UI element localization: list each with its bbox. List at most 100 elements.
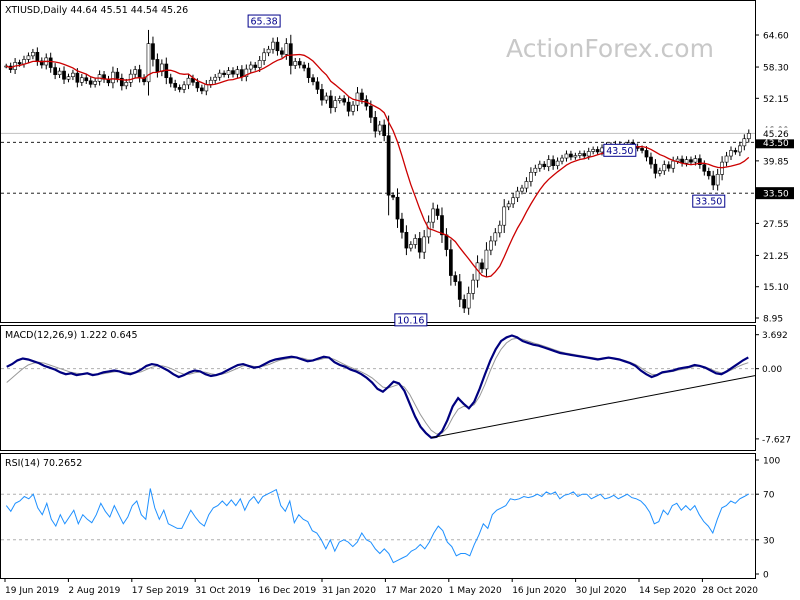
candle-body (591, 149, 596, 152)
candle-body (346, 101, 351, 112)
candle-body (662, 164, 667, 172)
candle-body (271, 41, 275, 50)
candle-body (146, 43, 151, 83)
price-annotation-label: 33.50 (695, 197, 722, 208)
candle-body (551, 159, 555, 166)
candle-body (226, 70, 231, 75)
price-annotation-label: 10.16 (397, 315, 424, 326)
candle-body (324, 95, 329, 101)
price-annotation-box (247, 14, 281, 28)
price-levels (1, 132, 755, 194)
price-level-label: 33.50 (763, 190, 789, 200)
candle-body (71, 72, 75, 78)
candle-body (746, 133, 751, 140)
candle-body (284, 43, 289, 55)
candle-body (75, 72, 80, 83)
candle-body (128, 73, 133, 83)
candle-body (742, 138, 747, 147)
candle-body (119, 77, 124, 87)
candle-body (302, 64, 306, 69)
rsi-panel-frame (0, 453, 756, 579)
candle-body (208, 79, 213, 85)
candle-body (395, 196, 400, 220)
candle-body (422, 236, 427, 253)
candle-body (480, 262, 484, 270)
price-axis: 8.9515.1021.2527.5533.7039.8546.0052.155… (755, 32, 794, 325)
candle-body (400, 218, 404, 233)
macd-trendline (431, 375, 755, 439)
candle-body (195, 81, 200, 89)
price-candles (4, 29, 751, 315)
price-tick-label: 39.85 (763, 157, 789, 167)
candle-body (640, 148, 644, 151)
candle-body (444, 234, 449, 250)
candle-body (711, 175, 716, 186)
candle-body (155, 59, 160, 72)
candle-body (200, 87, 204, 92)
candle-body (689, 159, 693, 163)
price-tick-label: 52.15 (763, 95, 789, 105)
candle-body (240, 69, 244, 78)
candle-body (684, 159, 689, 164)
candle-body (573, 155, 578, 158)
candle-body (542, 163, 547, 168)
price-tick-label: 58.30 (763, 64, 789, 74)
candle-body (177, 87, 182, 90)
candle-body (493, 232, 498, 242)
rsi-line (5, 488, 750, 564)
candle-body (529, 172, 533, 182)
candle-body (311, 77, 315, 83)
candle-body (342, 98, 347, 103)
candle-body (698, 158, 702, 165)
x-tick-label: 31 Jan 2020 (322, 586, 376, 596)
x-tick-label: 28 Oct 2020 (702, 586, 758, 596)
candle-body (253, 64, 258, 68)
candle-body (653, 163, 658, 174)
candle-body (39, 60, 44, 66)
x-tick-label: 19 Jun 2019 (5, 586, 59, 596)
candle-body (115, 71, 120, 79)
candle-body (391, 194, 395, 198)
candle-body (124, 81, 129, 87)
macd-tick-label: 3.692 (762, 331, 788, 341)
candle-body (31, 51, 35, 57)
candle-body (724, 155, 729, 163)
x-tick-label: 14 Sep 2020 (639, 586, 696, 596)
candle-body (413, 238, 418, 245)
x-tick-label: 31 Oct 2019 (195, 586, 251, 596)
macd-tick-label: 0.00 (762, 365, 782, 375)
x-axis: 19 Jun 2019 2 Aug 2019 17 Sep 2019 31 Oct 2… (4, 578, 758, 596)
candle-body (560, 157, 564, 162)
candle-body (57, 70, 62, 75)
candle-body (360, 92, 364, 100)
candle-body (328, 95, 333, 109)
candle-body (373, 117, 378, 132)
x-tick-label: 1 May 2020 (449, 586, 502, 596)
price-annotation-box (692, 194, 726, 208)
candle-body (217, 72, 222, 78)
rsi-tick-label: 100 (763, 457, 780, 467)
price-panel-title: XTIUSD,Daily 44.64 45.51 44.54 45.26 (5, 5, 188, 16)
candle-body (168, 77, 173, 84)
candle-body (333, 100, 338, 109)
macd-tick-label: -7.627 (762, 435, 791, 445)
price-annotation-box (394, 313, 428, 327)
candle-body (93, 80, 98, 85)
price-annotation-label: 43.50 (606, 146, 633, 157)
candle-body (511, 197, 515, 205)
candle-body (368, 105, 373, 118)
candle-body (595, 149, 600, 153)
candle-body (266, 48, 271, 54)
rsi-axis: 100 70 30 0 (755, 457, 780, 581)
candle-body (555, 160, 560, 166)
candle-body (133, 69, 138, 75)
candle-body (693, 158, 698, 163)
candle-body (497, 224, 502, 234)
candle-body (671, 160, 676, 169)
last-price-label: 45.26 (763, 130, 789, 140)
candle-body (382, 124, 387, 136)
macd-main-line (6, 334, 749, 439)
candle-body (462, 299, 467, 309)
candle-body (484, 249, 489, 270)
